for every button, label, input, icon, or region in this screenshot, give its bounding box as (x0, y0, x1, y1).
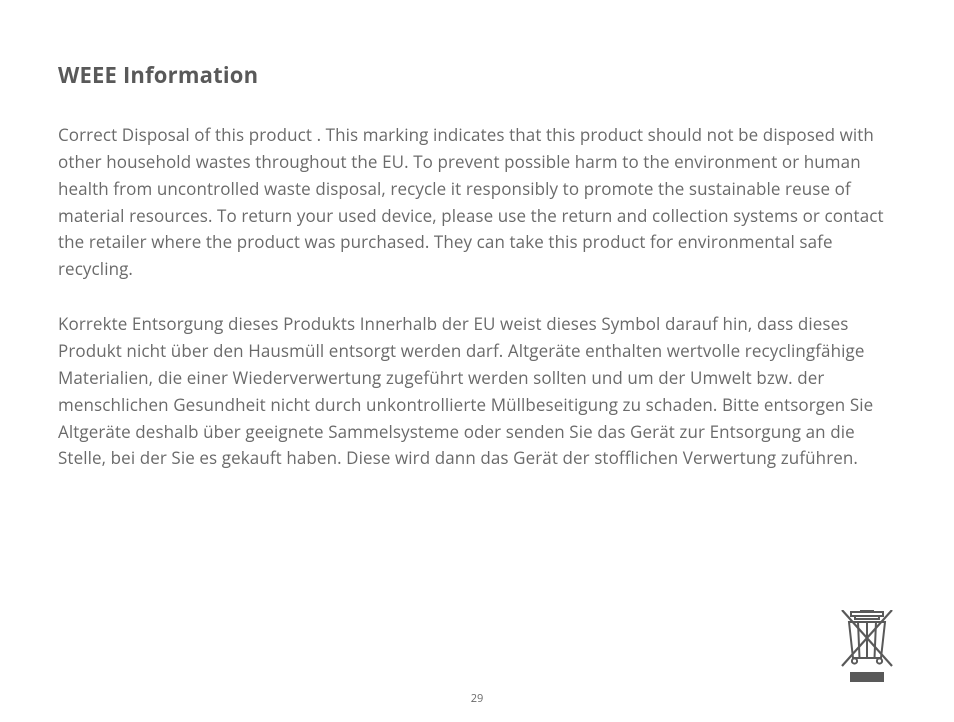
weee-bin-svg (838, 610, 896, 684)
weee-crossed-bin-icon (838, 610, 896, 684)
page-number: 29 (471, 691, 484, 706)
paragraph-german: Korrekte Entsorgung dieses Produkts Inne… (58, 311, 896, 472)
page-title: WEEE Information (58, 60, 896, 90)
paragraph-english: Correct Disposal of this product . This … (58, 122, 896, 283)
document-page: WEEE Information Correct Disposal of thi… (0, 0, 954, 472)
